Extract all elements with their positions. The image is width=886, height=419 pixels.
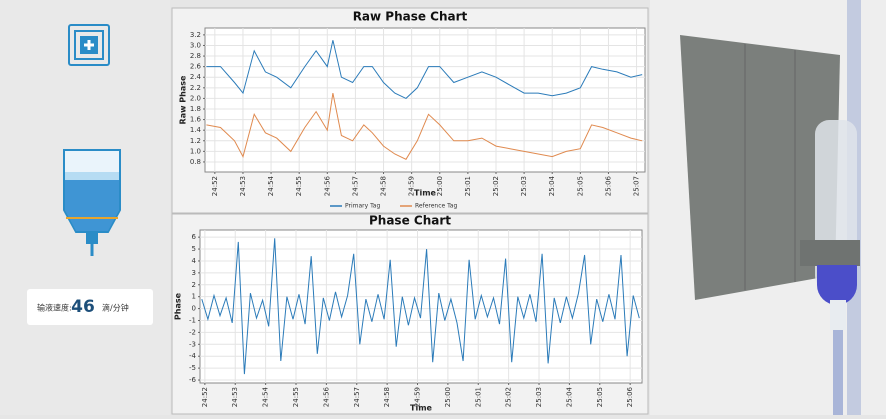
x-tick-label: 24:56	[323, 175, 331, 196]
chart-title: Raw Phase Chart	[353, 10, 468, 24]
x-tick-label: 25:02	[492, 176, 500, 196]
x-tick-label: 25:01	[474, 387, 482, 407]
chart-title: Phase Chart	[369, 214, 451, 228]
legend-label: Reference Tag	[415, 203, 457, 210]
y-tick-label: -5	[189, 364, 196, 372]
y-tick-label: 6	[192, 233, 197, 241]
x-tick-label: 25:03	[520, 176, 528, 196]
x-tick-label: 24:54	[262, 386, 270, 407]
y-tick-label: 2.6	[190, 63, 202, 71]
x-tick-label: 25:06	[604, 175, 612, 196]
x-tick-label: 24:59	[414, 387, 422, 407]
flow-box	[27, 289, 153, 325]
y-tick-label: 4	[192, 257, 197, 265]
x-tick-label: 25:05	[576, 176, 584, 196]
y-tick-label: 1.4	[190, 126, 202, 134]
x-tick-label: 25:04	[548, 175, 556, 196]
x-tick-label: 24:59	[408, 176, 416, 196]
x-tick-label: 24:56	[322, 386, 330, 407]
flow-label: 输液速度:	[37, 303, 72, 313]
nfc-icon	[68, 24, 110, 66]
series-line	[206, 40, 643, 99]
y-tick-label: 2	[192, 281, 196, 289]
y-tick-label: 2.0	[190, 94, 201, 102]
x-tick-label: 25:03	[535, 387, 543, 407]
plot-area	[204, 27, 646, 173]
x-tick-label: 24:54	[267, 175, 275, 196]
y-tick-label: -2	[189, 328, 196, 336]
y-tick-label: 2.4	[190, 73, 202, 81]
x-tick-label: 25:00	[444, 387, 452, 407]
series-line	[201, 238, 640, 375]
y-tick-label: -6	[189, 376, 197, 384]
series-line	[206, 93, 643, 160]
x-axis-label: Time	[410, 404, 433, 413]
y-tick-label: 0	[192, 305, 196, 313]
x-tick-label: 24:53	[239, 176, 247, 196]
x-tick-label: 24:57	[351, 176, 359, 196]
x-tick-label: 24:52	[211, 176, 219, 196]
y-tick-label: 3.0	[190, 41, 201, 49]
photo	[650, 0, 886, 415]
x-tick-label: 25:06	[626, 386, 634, 407]
y-tick-label: 5	[192, 245, 196, 253]
y-tick-label: 1.8	[190, 105, 201, 113]
y-tick-label: 1	[192, 293, 196, 301]
y-tick-label: 1.2	[190, 137, 201, 145]
legend-label: Primary Tag	[345, 203, 380, 210]
x-tick-label: 24:55	[295, 176, 303, 196]
y-tick-label: 3.2	[190, 31, 201, 39]
x-tick-label: 24:53	[231, 387, 239, 407]
y-axis-label: Raw Phase	[179, 75, 188, 124]
x-tick-label: 25:02	[505, 387, 513, 407]
x-tick-label: 25:05	[596, 387, 604, 407]
x-tick-label: 24:58	[383, 387, 391, 407]
flow-value: 46	[71, 297, 95, 317]
x-tick-label: 24:57	[353, 387, 361, 407]
x-tick-label: 25:04	[565, 386, 573, 407]
y-tick-label: 2.8	[190, 52, 201, 60]
flow-unit: 滴/分钟	[102, 303, 129, 313]
y-tick-label: 1.0	[190, 147, 201, 155]
y-tick-label: 2.2	[190, 84, 201, 92]
x-tick-label: 25:00	[436, 176, 444, 196]
drip-bottle-icon	[63, 149, 121, 256]
y-axis-label: Phase	[174, 292, 183, 320]
y-tick-label: -4	[189, 352, 197, 360]
y-tick-label: 0.8	[190, 158, 201, 166]
y-tick-label: 1.6	[190, 116, 202, 124]
y-tick-label: 3	[192, 269, 196, 277]
x-tick-label: 24:55	[292, 387, 300, 407]
x-tick-label: 24:58	[380, 176, 388, 196]
x-axis-label: Time	[414, 189, 437, 198]
y-tick-label: -1	[189, 316, 196, 324]
y-tick-label: -3	[189, 340, 196, 348]
x-tick-label: 24:52	[201, 387, 209, 407]
x-tick-label: 25:01	[464, 176, 472, 196]
x-tick-label: 25:07	[633, 176, 641, 196]
